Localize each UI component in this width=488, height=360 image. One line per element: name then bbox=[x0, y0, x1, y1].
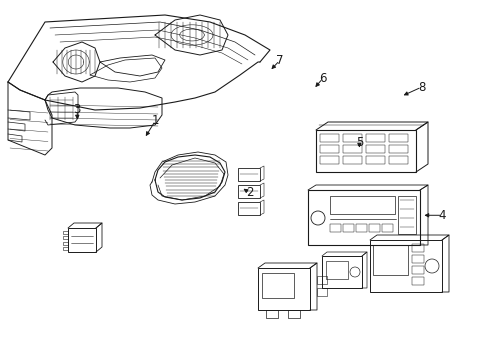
Text: 3: 3 bbox=[73, 103, 81, 116]
Text: 4: 4 bbox=[438, 209, 446, 222]
Bar bbox=[63, 236, 68, 239]
Bar bbox=[325, 261, 347, 279]
Bar bbox=[319, 134, 338, 142]
Text: 8: 8 bbox=[417, 81, 425, 94]
Text: 2: 2 bbox=[245, 186, 253, 199]
Bar bbox=[369, 240, 441, 292]
Bar bbox=[265, 310, 278, 318]
Bar bbox=[238, 168, 260, 181]
Text: 7: 7 bbox=[275, 54, 283, 67]
Bar bbox=[365, 145, 384, 153]
Bar bbox=[365, 134, 384, 142]
Bar bbox=[342, 156, 361, 164]
Bar bbox=[262, 273, 293, 298]
Bar bbox=[368, 224, 379, 232]
Bar bbox=[388, 134, 407, 142]
Bar bbox=[342, 224, 353, 232]
Bar bbox=[365, 156, 384, 164]
Text: 6: 6 bbox=[318, 72, 326, 85]
Bar bbox=[319, 145, 338, 153]
Bar bbox=[381, 224, 392, 232]
Bar bbox=[321, 256, 361, 288]
Bar bbox=[238, 202, 260, 215]
Bar bbox=[329, 196, 394, 214]
Bar bbox=[319, 156, 338, 164]
Bar bbox=[316, 288, 326, 296]
Bar bbox=[355, 224, 366, 232]
Bar bbox=[287, 310, 299, 318]
Bar bbox=[63, 247, 68, 250]
Bar bbox=[342, 145, 361, 153]
Bar bbox=[411, 277, 423, 285]
Bar bbox=[411, 266, 423, 274]
Bar bbox=[316, 276, 326, 284]
Bar bbox=[397, 196, 415, 234]
Bar bbox=[63, 231, 68, 234]
Bar bbox=[342, 134, 361, 142]
Bar bbox=[68, 228, 96, 252]
Text: 1: 1 bbox=[151, 114, 159, 127]
Bar bbox=[372, 245, 407, 275]
Bar bbox=[238, 185, 260, 198]
Bar bbox=[307, 190, 419, 245]
Bar bbox=[411, 255, 423, 263]
Text: 5: 5 bbox=[355, 136, 363, 149]
Bar bbox=[411, 244, 423, 252]
Bar bbox=[388, 156, 407, 164]
Bar bbox=[258, 268, 309, 310]
Bar bbox=[329, 224, 340, 232]
Bar bbox=[315, 130, 415, 172]
Bar bbox=[388, 145, 407, 153]
Bar bbox=[63, 242, 68, 245]
